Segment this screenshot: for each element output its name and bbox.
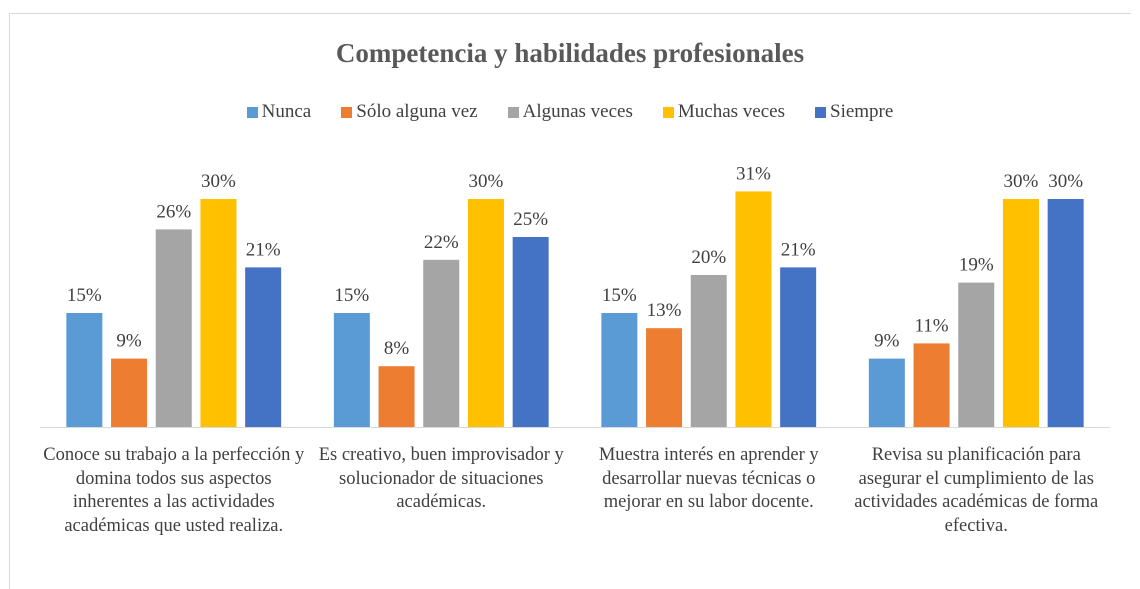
bar bbox=[868, 358, 905, 427]
data-label: 11% bbox=[914, 315, 948, 336]
x-tick-label: Revisa su planificación para asegurar el… bbox=[854, 445, 1099, 536]
bar bbox=[333, 313, 370, 427]
bar bbox=[735, 191, 772, 427]
chart-title: Competencia y habilidades profesionales bbox=[335, 38, 805, 68]
bar bbox=[111, 358, 148, 427]
data-label: 15% bbox=[602, 285, 637, 306]
data-label: 13% bbox=[647, 300, 682, 321]
bar bbox=[780, 267, 817, 427]
bar bbox=[646, 328, 683, 427]
data-label: 25% bbox=[513, 209, 548, 230]
data-label: 8% bbox=[384, 338, 410, 359]
bar bbox=[601, 313, 638, 427]
data-label: 30% bbox=[469, 171, 504, 192]
data-label: 26% bbox=[156, 201, 191, 222]
legend-item: Muchas veces bbox=[662, 101, 785, 123]
data-label: 9% bbox=[116, 331, 142, 352]
legend-item: Sólo alguna vez bbox=[341, 101, 478, 123]
bar bbox=[913, 343, 950, 427]
legend-swatch bbox=[662, 106, 674, 118]
legend-swatch bbox=[341, 106, 353, 118]
bar bbox=[1047, 199, 1084, 427]
bar bbox=[66, 313, 103, 427]
x-tick-label: Muestra interés en aprender y desarrolla… bbox=[598, 445, 819, 512]
bar bbox=[245, 267, 282, 427]
data-label: 19% bbox=[959, 255, 994, 276]
data-label: 22% bbox=[424, 232, 459, 253]
legend-label: Siempre bbox=[830, 101, 894, 122]
legend-label: Sólo alguna vez bbox=[356, 101, 478, 122]
legend-label: Algunas veces bbox=[522, 101, 633, 122]
legend-item: Siempre bbox=[815, 101, 893, 123]
data-label: 20% bbox=[691, 247, 726, 268]
bar bbox=[1002, 199, 1039, 427]
data-label: 9% bbox=[874, 331, 900, 352]
data-label: 21% bbox=[246, 239, 281, 260]
bar bbox=[467, 199, 504, 427]
data-label: 21% bbox=[781, 239, 816, 260]
legend-swatch bbox=[246, 106, 258, 118]
legend-item: Algunas veces bbox=[507, 101, 633, 123]
legend-swatch bbox=[815, 106, 826, 118]
data-label: 31% bbox=[736, 163, 771, 184]
chart-border bbox=[9, 13, 1131, 589]
bar bbox=[155, 229, 192, 427]
legend-label: Nunca bbox=[261, 101, 312, 122]
legend: Nunca Sólo alguna vez Algunas veces Muchas … bbox=[0, 101, 1140, 123]
legend-swatch bbox=[507, 106, 519, 118]
data-label: 30% bbox=[1048, 171, 1083, 192]
legend-item: Nunca bbox=[246, 101, 312, 123]
legend-label: Muchas veces bbox=[677, 101, 785, 122]
data-label: 30% bbox=[1004, 171, 1039, 192]
data-label: 30% bbox=[201, 171, 236, 192]
bar bbox=[378, 366, 415, 427]
data-label: 15% bbox=[334, 285, 369, 306]
bar bbox=[958, 282, 995, 427]
data-label: 15% bbox=[67, 285, 102, 306]
bar bbox=[423, 259, 460, 427]
bar bbox=[512, 237, 549, 427]
x-tick-label: Conoce su trabajo a la perfección y domi… bbox=[43, 445, 305, 536]
bar bbox=[200, 199, 237, 427]
bar bbox=[690, 275, 727, 427]
x-tick-label: Es creativo, buen improvisador y solucio… bbox=[318, 445, 564, 512]
